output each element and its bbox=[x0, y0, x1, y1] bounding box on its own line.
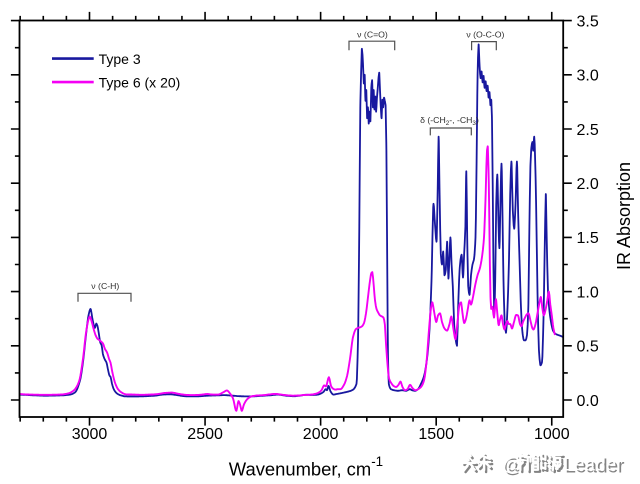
svg-text:@: @ bbox=[502, 455, 521, 476]
svg-text:Type 6 (x 20): Type 6 (x 20) bbox=[99, 74, 181, 90]
svg-text:Leader: Leader bbox=[565, 457, 625, 478]
svg-text:Leader: Leader bbox=[563, 455, 623, 476]
svg-text:1.5: 1.5 bbox=[577, 230, 599, 247]
svg-text:3.0: 3.0 bbox=[577, 68, 599, 85]
svg-text:ν (C=O): ν (C=O) bbox=[357, 30, 388, 40]
svg-text:1500: 1500 bbox=[418, 426, 454, 443]
svg-text:δ (-CH2-, -CH3): δ (-CH2-, -CH3) bbox=[420, 115, 479, 127]
svg-text:2500: 2500 bbox=[187, 426, 223, 443]
svg-text:ν (C-H): ν (C-H) bbox=[91, 281, 119, 291]
svg-text:ν (O-C-O): ν (O-C-O) bbox=[466, 29, 504, 39]
svg-text:1000: 1000 bbox=[534, 426, 570, 443]
svg-text:0.5: 0.5 bbox=[577, 339, 599, 356]
svg-text:Type 3: Type 3 bbox=[99, 51, 141, 67]
svg-text:0.0: 0.0 bbox=[577, 393, 599, 410]
svg-text:2000: 2000 bbox=[303, 426, 339, 443]
svg-text:2.0: 2.0 bbox=[577, 176, 599, 193]
svg-text:Wavenumber, cm-1: Wavenumber, cm-1 bbox=[229, 454, 383, 480]
svg-text:IR Absorption: IR Absorption bbox=[614, 162, 634, 270]
svg-text:@: @ bbox=[504, 457, 523, 478]
svg-text:1.0: 1.0 bbox=[577, 284, 599, 301]
svg-text:3.5: 3.5 bbox=[577, 13, 599, 30]
svg-text:3000: 3000 bbox=[72, 426, 108, 443]
svg-text:2.5: 2.5 bbox=[577, 122, 599, 139]
